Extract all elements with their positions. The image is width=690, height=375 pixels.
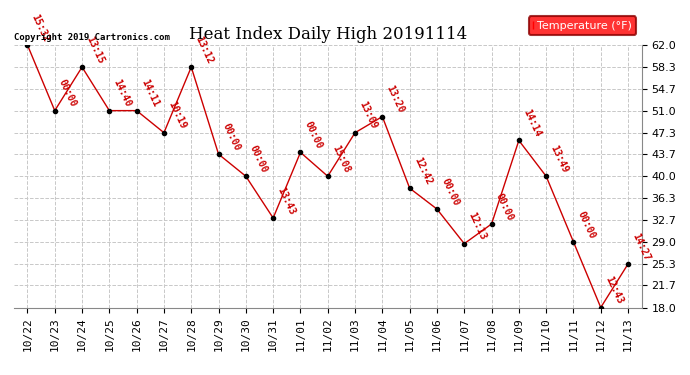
Text: 13:09: 13:09 (357, 100, 379, 131)
Text: 10:19: 10:19 (166, 100, 188, 131)
Text: 00:00: 00:00 (221, 122, 242, 152)
Title: Heat Index Daily High 20191114: Heat Index Daily High 20191114 (188, 27, 467, 44)
Text: 13:20: 13:20 (384, 84, 406, 115)
Text: 13:49: 13:49 (549, 144, 570, 174)
Text: 15:32: 15:32 (30, 12, 51, 43)
Text: 14:11: 14:11 (139, 78, 160, 109)
Text: 12:42: 12:42 (412, 156, 433, 186)
Text: 14:27: 14:27 (630, 231, 652, 262)
Text: 14:14: 14:14 (521, 108, 542, 139)
Text: 13:15: 13:15 (84, 34, 106, 65)
Text: 12:43: 12:43 (603, 275, 624, 306)
Text: 00:00: 00:00 (494, 191, 515, 222)
Text: 15:08: 15:08 (330, 144, 351, 174)
Text: 14:40: 14:40 (112, 78, 133, 109)
Legend: Temperature (°F): Temperature (°F) (529, 16, 636, 35)
Text: 00:00: 00:00 (57, 78, 79, 109)
Text: 00:00: 00:00 (439, 176, 461, 207)
Text: 00:00: 00:00 (248, 144, 270, 174)
Text: 12:13: 12:13 (466, 211, 488, 242)
Text: Copyright 2019 Cartronics.com: Copyright 2019 Cartronics.com (14, 33, 170, 42)
Text: 13:43: 13:43 (275, 185, 297, 216)
Text: 13:12: 13:12 (193, 34, 215, 65)
Text: 00:00: 00:00 (575, 209, 597, 240)
Text: 00:00: 00:00 (303, 120, 324, 151)
